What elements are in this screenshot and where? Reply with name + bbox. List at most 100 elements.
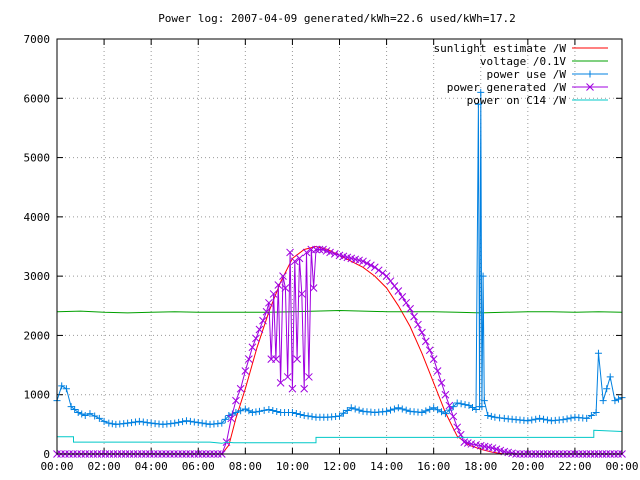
data-point-plus — [62, 385, 70, 393]
data-point-plus — [592, 409, 600, 416]
data-point-plus — [453, 399, 461, 407]
y-tick-label: 2000 — [24, 329, 51, 342]
data-point-plus — [422, 407, 430, 415]
legend-label: power generated /W — [447, 81, 567, 94]
data-point-cross — [472, 440, 480, 449]
y-tick-label: 1000 — [24, 389, 51, 402]
data-point-plus — [74, 409, 82, 416]
data-point-plus — [383, 407, 391, 415]
data-point-plus — [273, 408, 281, 416]
data-point-plus — [484, 411, 492, 419]
data-point-cross — [425, 346, 434, 355]
data-point-plus — [95, 414, 103, 422]
data-point-cross — [300, 384, 309, 393]
data-point-plus — [260, 406, 268, 414]
data-point-plus — [479, 272, 487, 280]
data-point-cross — [290, 257, 299, 266]
data-point-plus — [171, 419, 179, 427]
x-tick-label: 12:00 — [323, 460, 356, 473]
data-point-cross — [374, 266, 383, 275]
data-point-plus — [461, 401, 469, 409]
data-point-plus — [611, 397, 619, 405]
data-point-plus — [347, 404, 355, 412]
data-point-plus — [300, 411, 308, 419]
data-point-cross — [386, 277, 395, 285]
x-tick-label: 16:00 — [417, 460, 450, 473]
data-point-plus — [336, 412, 343, 420]
y-tick-label: 7000 — [24, 33, 51, 46]
data-point-cross — [241, 367, 250, 375]
data-point-plus — [445, 406, 453, 414]
data-point-cross — [394, 287, 403, 295]
data-point-plus — [131, 418, 139, 426]
data-point-plus — [536, 414, 544, 422]
data-point-cross — [445, 401, 454, 410]
data-point-plus — [105, 419, 113, 427]
data-point-plus — [472, 406, 480, 414]
data-point-plus — [143, 419, 151, 427]
data-point-cross — [433, 367, 442, 375]
x-tick-label: 14:00 — [370, 460, 403, 473]
data-point-plus — [532, 415, 540, 423]
data-point-cross — [236, 384, 245, 393]
data-point-plus — [586, 70, 594, 78]
data-point-plus — [248, 409, 256, 416]
data-point-cross — [262, 307, 271, 316]
x-tick-label: 00:00 — [40, 460, 73, 473]
x-tick-label: 18:00 — [464, 460, 497, 473]
data-point-plus — [81, 411, 89, 419]
data-point-cross — [390, 282, 399, 290]
data-point-plus — [603, 385, 611, 393]
data-point-plus — [474, 100, 482, 108]
data-point-plus — [434, 406, 442, 414]
data-point-plus — [255, 407, 263, 415]
data-point-cross — [326, 248, 334, 257]
y-tick-label: 0 — [43, 448, 50, 461]
data-point-plus — [135, 417, 143, 425]
data-point-plus — [269, 407, 277, 415]
data-point-plus — [91, 412, 99, 420]
y-tick-label: 3000 — [24, 270, 51, 283]
data-point-plus — [232, 409, 240, 416]
data-point-plus — [124, 419, 132, 427]
data-point-plus — [78, 410, 86, 418]
data-point-plus — [245, 407, 253, 415]
data-point-cross — [398, 293, 407, 301]
data-point-cross — [359, 257, 367, 266]
data-point-cross — [309, 284, 318, 292]
data-point-plus — [491, 413, 499, 421]
data-point-plus — [559, 416, 567, 424]
chart-title: Power log: 2007-04-09 generated/kWh=22.6… — [158, 12, 516, 25]
data-point-cross — [302, 248, 311, 257]
data-point-cross — [414, 320, 422, 329]
data-point-cross — [441, 390, 450, 399]
data-point-plus — [387, 406, 395, 414]
y-axis-ticks: 0 1000 2000 3000 4000 5000 6000 7000 — [24, 33, 622, 461]
data-point-plus — [182, 417, 190, 425]
data-point-cross — [252, 334, 260, 343]
data-point-plus — [394, 404, 402, 412]
series-line — [56, 309, 623, 314]
data-point-cross — [274, 281, 283, 289]
data-point-plus — [528, 416, 536, 424]
data-point-cross — [255, 325, 264, 334]
y-tick-label: 5000 — [24, 152, 51, 165]
data-point-cross — [410, 312, 418, 321]
data-point-cross — [467, 440, 476, 448]
data-point-plus — [221, 415, 229, 423]
data-point-cross — [276, 379, 285, 387]
data-point-plus — [308, 413, 316, 421]
data-point-cross — [367, 261, 375, 270]
data-point-plus — [265, 406, 273, 414]
data-point-cross — [293, 355, 301, 363]
data-point-plus — [100, 417, 108, 425]
data-point-plus — [194, 419, 202, 427]
data-point-plus — [190, 418, 198, 426]
data-point-plus — [128, 419, 136, 427]
plot-frame — [56, 38, 623, 455]
data-point-cross — [283, 373, 292, 381]
data-point-cross — [295, 254, 304, 263]
data-point-plus — [86, 410, 94, 418]
